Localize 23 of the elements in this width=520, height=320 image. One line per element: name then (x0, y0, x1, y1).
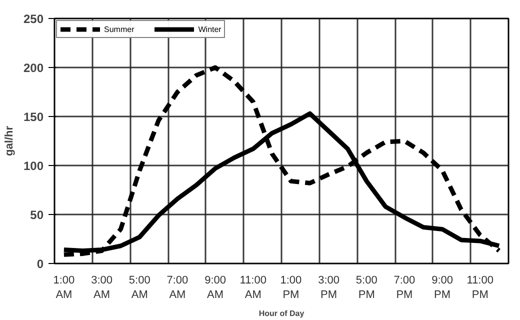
y-tick-label: 100 (23, 159, 44, 173)
x-tick-label: 5:00 AM (128, 274, 150, 301)
x-tick-label: 11:00 AM (240, 274, 266, 301)
y-tick-label: 0 (36, 257, 44, 271)
y-axis-title: gal/hr (3, 125, 16, 156)
x-tick-label: 9:00 AM (204, 274, 226, 301)
y-tick-label: 50 (30, 208, 44, 222)
x-tick-label: 3:00 PM (318, 274, 340, 301)
y-tick-label: 150 (23, 110, 44, 124)
x-tick-label: 11:00 PM (466, 274, 494, 301)
y-tick-label: 250 (23, 12, 44, 26)
legend-label: Winter (198, 24, 222, 34)
x-tick-label: 7:00 AM (166, 274, 188, 301)
x-tick-label: 7:00 PM (394, 274, 416, 301)
x-tick-label: 5:00 PM (356, 274, 378, 301)
x-tick-label: 9:00 PM (432, 274, 454, 301)
legend-label: Summer (104, 24, 134, 34)
x-axis-title: Hour of Day (258, 308, 305, 318)
y-tick-label: 200 (23, 61, 44, 75)
x-tick-label: 1:00 PM (280, 274, 302, 301)
x-tick-label: 3:00 AM (91, 274, 113, 301)
x-tick-label: 1:00 AM (53, 274, 75, 301)
line-series (62, 65, 502, 257)
